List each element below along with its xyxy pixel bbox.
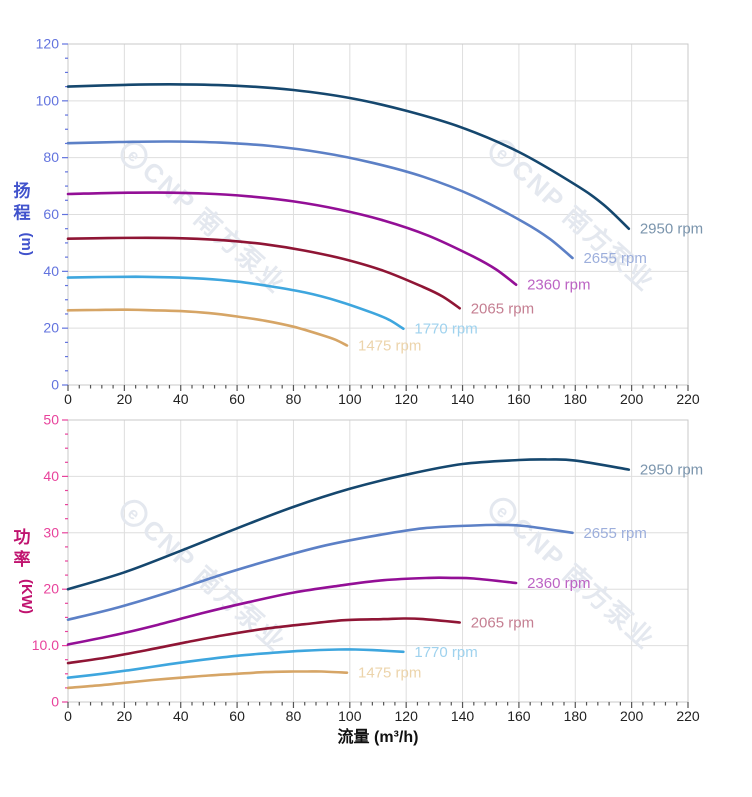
y-axis-title: 功 — [14, 528, 31, 547]
x-axis-title: 流量 (m³/h) — [338, 727, 419, 746]
x-tick-label: 180 — [564, 708, 588, 724]
x-tick-label: 120 — [395, 391, 419, 407]
x-tick-label: 160 — [507, 391, 531, 407]
curve-label-2655-rpm: 2655 rpm — [583, 525, 646, 542]
x-tick-label: 60 — [229, 708, 245, 724]
curve-2655-rpm-head-vs-flow — [66, 140, 574, 260]
y-axis-title: 程 — [14, 204, 31, 223]
curve-label-2950-rpm: 2950 rpm — [640, 221, 703, 238]
x-tick-label: 120 — [395, 708, 419, 724]
x-tick-label: 20 — [117, 391, 133, 407]
x-tick-label: 200 — [620, 391, 644, 407]
head-vs-flow-series: 2950 rpm 2655 rpm 2360 rpm 2065 rpm 1770 rpm… — [66, 83, 703, 355]
y-axis-unit: (m) — [18, 233, 35, 256]
watermark-logo-icon — [120, 141, 148, 169]
x-tick-label: 20 — [117, 708, 133, 724]
curve-label-2065-rpm: 2065 rpm — [471, 614, 534, 631]
curve-2950-rpm-power-vs-flow — [66, 458, 631, 591]
y-tick-label: 40 — [43, 468, 59, 484]
x-tick-label: 180 — [564, 391, 588, 407]
curve-label-1475-rpm: 1475 rpm — [358, 665, 421, 682]
y-tick-label: 20 — [43, 320, 59, 336]
y-tick-label: 60 — [43, 206, 59, 222]
watermark-logo-icon — [489, 497, 517, 525]
y-tick-label: 10.0 — [32, 637, 59, 653]
curve-label-2360-rpm: 2360 rpm — [527, 277, 590, 294]
curve-label-2655-rpm: 2655 rpm — [583, 250, 646, 267]
x-tick-label: 0 — [64, 391, 72, 407]
curve-1770-rpm-power-vs-flow — [66, 648, 405, 679]
x-tick-label: 100 — [338, 391, 362, 407]
curve-2065-rpm-head-vs-flow — [66, 236, 461, 310]
x-tick-label: 0 — [64, 708, 72, 724]
curve-2065-rpm-power-vs-flow — [66, 617, 461, 665]
curve-label-2950-rpm: 2950 rpm — [640, 462, 703, 479]
y-axis-unit: (KW) — [18, 579, 35, 614]
curve-1475-rpm-power-vs-flow — [66, 670, 349, 690]
y-tick-label: 100 — [36, 92, 60, 108]
power-vs-flow-axes: 0 10.0 20 30 40 50 0 20 40 60 80 100 120 140 160 180 200… — [14, 412, 700, 725]
x-tick-label: 220 — [676, 391, 700, 407]
watermark-logo-letter: e — [493, 501, 513, 521]
y-tick-label: 30 — [43, 524, 59, 540]
curve-label-1475-rpm: 1475 rpm — [358, 338, 421, 355]
y-tick-label: 20 — [43, 581, 59, 597]
watermark-logo-icon — [120, 499, 148, 527]
watermark-logo-letter: e — [124, 145, 144, 165]
plot-border — [67, 419, 689, 703]
x-tick-label: 40 — [173, 391, 189, 407]
curve-2360-rpm-head-vs-flow — [66, 191, 518, 286]
x-tick-label: 140 — [451, 708, 475, 724]
x-tick-label: 40 — [173, 708, 189, 724]
y-tick-label: 120 — [36, 36, 60, 52]
x-tick-label: 60 — [229, 391, 245, 407]
curve-1475-rpm-head-vs-flow — [66, 308, 349, 347]
curve-2950-rpm-head-vs-flow — [66, 83, 631, 230]
axes-layer: 0 20 40 60 80 100 120 0 20 40 60 80 100 120 140 160 180 2… — [14, 36, 700, 747]
y-tick-label: 0 — [51, 377, 59, 393]
curve-2655-rpm-power-vs-flow — [66, 523, 574, 621]
curve-label-1770-rpm: 1770 rpm — [414, 644, 477, 661]
power-vs-flow-series: 2950 rpm 2655 rpm 2360 rpm 2065 rpm 1770 rpm… — [66, 458, 703, 690]
watermark-logo-letter: e — [124, 503, 144, 523]
curves-layer: 2950 rpm 2655 rpm 2360 rpm 2065 rpm 1770 rpm… — [66, 83, 703, 690]
y-axis-title: 率 — [14, 549, 31, 569]
x-tick-label: 80 — [286, 391, 302, 407]
x-tick-label: 220 — [676, 708, 700, 724]
x-tick-label: 200 — [620, 708, 644, 724]
head-vs-flow-axes: 0 20 40 60 80 100 120 0 20 40 60 80 100 120 140 160 180 2… — [14, 36, 700, 408]
y-tick-label: 50 — [43, 412, 59, 428]
watermark-logo-icon — [489, 139, 517, 167]
curve-2360-rpm-power-vs-flow — [66, 576, 518, 646]
x-tick-label: 140 — [451, 391, 475, 407]
x-tick-label: 100 — [338, 708, 362, 724]
x-tick-label: 160 — [507, 708, 531, 724]
curve-label-2065-rpm: 2065 rpm — [471, 300, 534, 317]
y-axis-title: 扬 — [14, 181, 31, 201]
curve-1770-rpm-head-vs-flow — [66, 275, 405, 330]
y-tick-label: 0 — [51, 694, 59, 710]
x-tick-label: 80 — [286, 708, 302, 724]
curve-label-1770-rpm: 1770 rpm — [414, 321, 477, 338]
y-tick-label: 80 — [43, 149, 59, 165]
y-tick-label: 40 — [43, 263, 59, 279]
curve-label-2360-rpm: 2360 rpm — [527, 575, 590, 592]
